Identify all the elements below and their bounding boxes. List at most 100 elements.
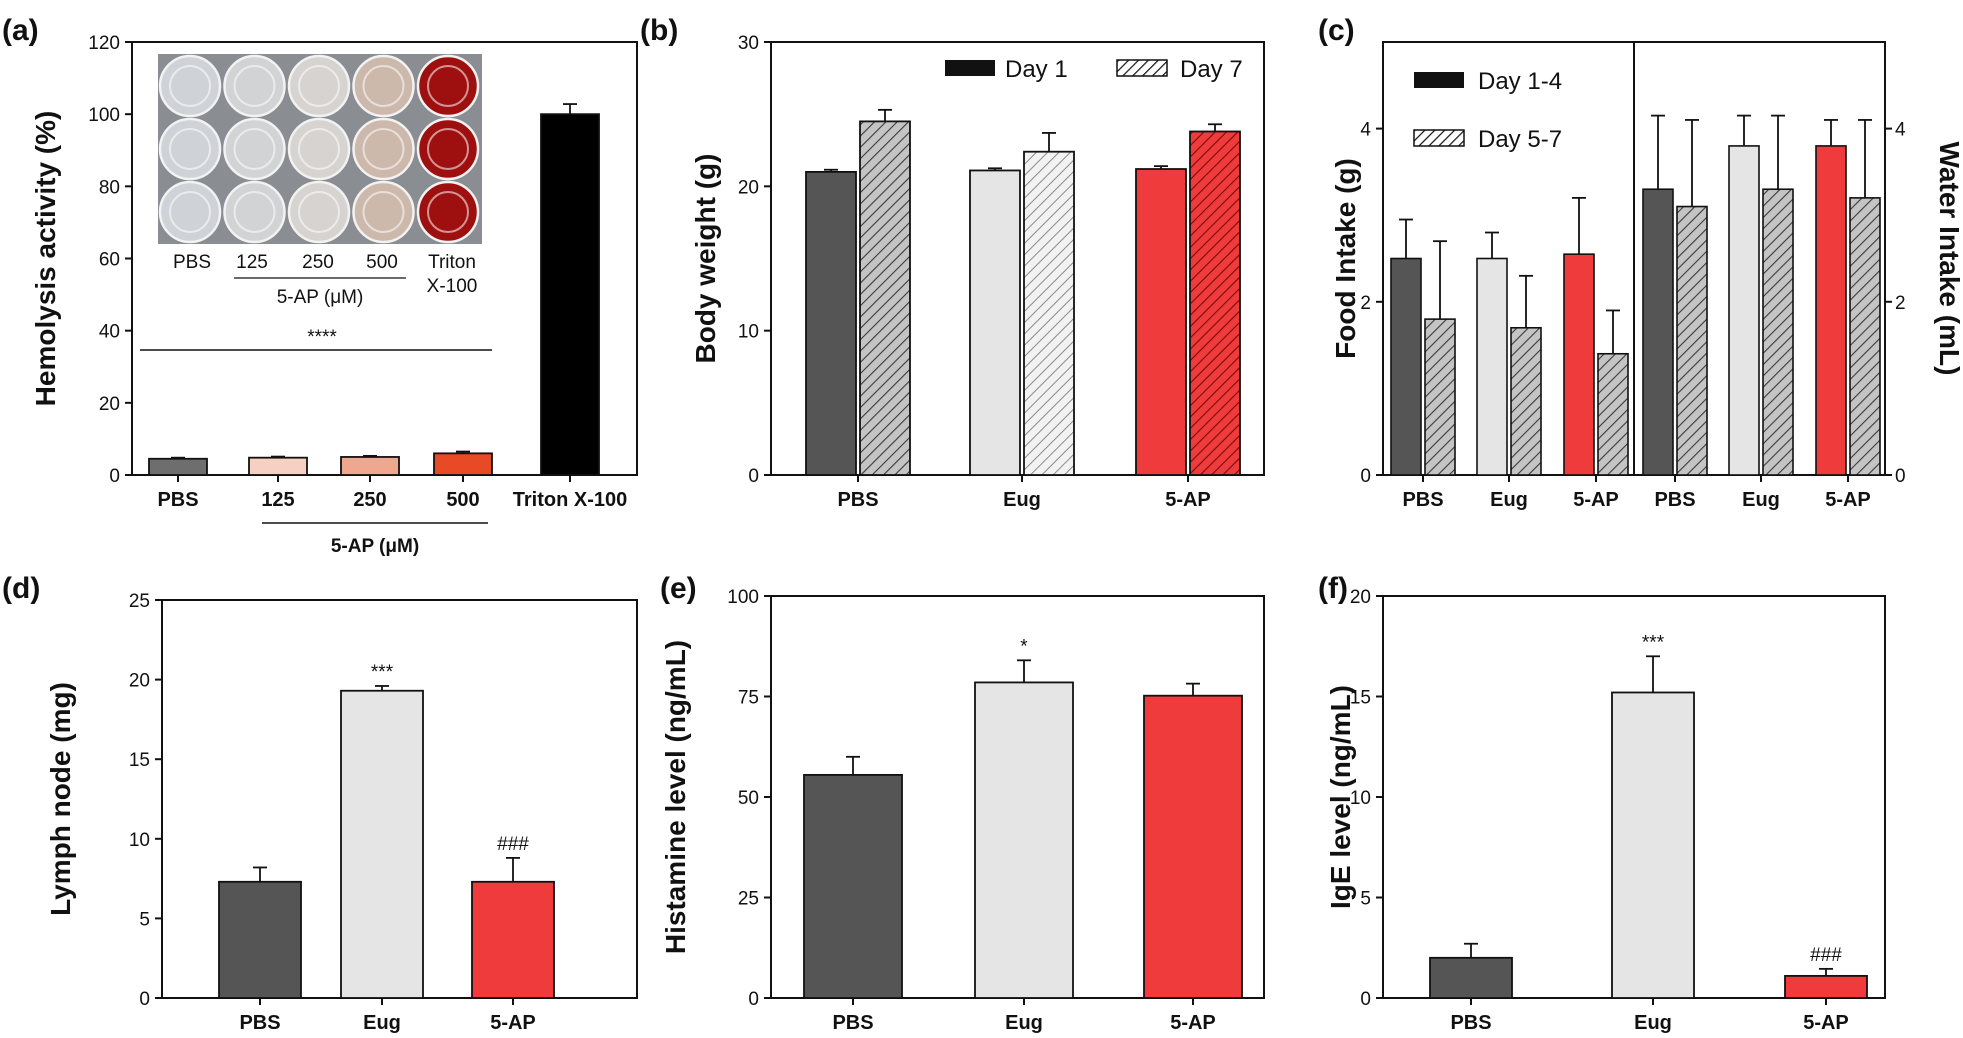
well-rim	[427, 128, 469, 170]
x-tick-label: 125	[261, 489, 294, 511]
y-tick-label: 0	[748, 989, 759, 1010]
legend-label: Day 1	[1005, 56, 1068, 83]
y-tick-label: 4	[1360, 120, 1371, 141]
bar-500	[433, 452, 493, 476]
bar-125	[248, 456, 308, 476]
y-tick-label: 10	[129, 830, 150, 851]
y2-tick-label: 4	[1895, 120, 1906, 141]
panel-e: 0 25 50 75 100 Histamine level (ng/mL) (e) PBS E…	[660, 572, 1265, 1034]
well	[287, 54, 351, 118]
x-tick-label: 5-AP	[1165, 489, 1211, 511]
well	[158, 54, 222, 118]
bar-pbs	[1429, 956, 1513, 999]
well	[223, 180, 286, 244]
significance-mark: ***	[1642, 632, 1665, 653]
bar-5-ap-day-5-7	[1597, 352, 1629, 476]
bar-eug-day-1-4	[1728, 145, 1760, 476]
significance-mark: ***	[371, 662, 394, 683]
inset-label: PBS	[173, 252, 211, 273]
inset-label: 250	[302, 252, 334, 273]
well	[416, 117, 480, 181]
y-tick-label: 60	[99, 250, 120, 271]
bar-pbs	[148, 457, 208, 476]
y2-tick-label: 0	[1895, 466, 1906, 487]
panel-letter: (d)	[2, 572, 40, 605]
y-tick-label: 0	[748, 466, 759, 487]
y-tick-label: 2	[1360, 293, 1371, 314]
x-tick-label: PBS	[157, 489, 198, 511]
y-tick-label: 0	[109, 466, 120, 487]
x-tick-label: Triton X-100	[513, 489, 627, 511]
well	[287, 117, 351, 181]
bar-eug-day-5-7	[1510, 326, 1542, 476]
panel-letter: (c)	[1318, 14, 1355, 47]
y-tick-label: 80	[99, 177, 120, 198]
well-rim	[233, 191, 276, 233]
x-tick-label: 5-AP	[490, 1012, 536, 1034]
y2-tick-label: 2	[1895, 293, 1906, 314]
legend-swatch-day-7	[1116, 59, 1168, 77]
well	[158, 180, 222, 244]
bar-5-ap-day-5-7	[1849, 197, 1881, 476]
y-axis-title: Lymph node (mg)	[45, 682, 76, 916]
x-tick-label: PBS	[837, 489, 878, 511]
well-rim	[233, 65, 276, 107]
well-rim	[362, 65, 405, 107]
y-tick-label: 0	[139, 989, 150, 1010]
bar-triton-x-100	[540, 113, 600, 476]
bar-eug-day-1-4	[1476, 257, 1508, 476]
well	[158, 117, 222, 181]
bar-5-ap	[471, 880, 555, 999]
well	[416, 180, 480, 244]
x-tick-label: Eug	[1490, 489, 1528, 511]
x-tick-label: 500	[446, 489, 479, 511]
y-axis-title: Hemolysis activity (%)	[30, 111, 61, 407]
panel-a: 0 20 40 60 80 100 120 Hemolysis activity (%) (a)…	[2, 14, 638, 557]
y-tick-label: 120	[88, 33, 120, 54]
legend-swatch-day-5-7	[1413, 129, 1465, 147]
bar-5-ap	[1143, 694, 1243, 999]
legend-label: Day 1-4	[1478, 68, 1562, 95]
bar-eug	[1611, 691, 1695, 999]
bar-pbs-day-5-7	[1424, 318, 1456, 476]
bar-5-ap-day-1	[1135, 168, 1187, 476]
x-tick-label: Eug	[1634, 1012, 1672, 1034]
x-tick-label: PBS	[832, 1012, 873, 1034]
bar-5-ap-day-7	[1189, 130, 1241, 476]
bar-pbs-day-1-4	[1642, 188, 1674, 476]
x-tick-label: 5-AP	[1825, 489, 1871, 511]
well-rim	[298, 65, 340, 107]
well-rim	[362, 128, 405, 170]
y-axis-title: Body weight (g)	[690, 154, 721, 364]
well-rim	[233, 128, 276, 170]
well-rim	[298, 191, 340, 233]
y2-axis-title: Water Intake (mL)	[1934, 142, 1963, 376]
y-axis-title: IgE level (ng/mL)	[1325, 685, 1356, 909]
y-axis-title: Food Intake (g)	[1330, 158, 1361, 359]
y-tick-label: 100	[88, 105, 120, 126]
well	[352, 180, 415, 244]
well	[352, 54, 415, 118]
bar-pbs-day-1-4	[1390, 257, 1422, 476]
panel-c: 0 0 2 2 4 4 Food Intake (g) (c) Water Intake (mL…	[1318, 14, 1963, 511]
well	[223, 54, 286, 118]
y-tick-label: 20	[738, 177, 759, 198]
legend-swatch-day-1	[945, 60, 995, 76]
bar-pbs-day-5-7	[1676, 205, 1708, 476]
y-tick-label: 20	[129, 671, 150, 692]
bar-5-ap-day-1-4	[1563, 253, 1595, 476]
legend-swatch-day-1-4	[1414, 72, 1464, 88]
y-tick-label: 0	[1360, 466, 1371, 487]
well-rim	[169, 65, 211, 107]
y-tick-label: 50	[738, 788, 759, 809]
bar-pbs-day-1	[805, 170, 857, 476]
well	[352, 117, 415, 181]
panel-f: 0 5 10 15 20 IgE level (ng/mL) (f) PBS Eug *** 5-A…	[1318, 572, 1886, 1034]
y-tick-label: 30	[738, 33, 759, 54]
y-tick-label: 10	[738, 322, 759, 343]
well-rim	[427, 65, 469, 107]
well	[223, 117, 286, 181]
x-tick-label: PBS	[1654, 489, 1695, 511]
well	[287, 180, 351, 244]
